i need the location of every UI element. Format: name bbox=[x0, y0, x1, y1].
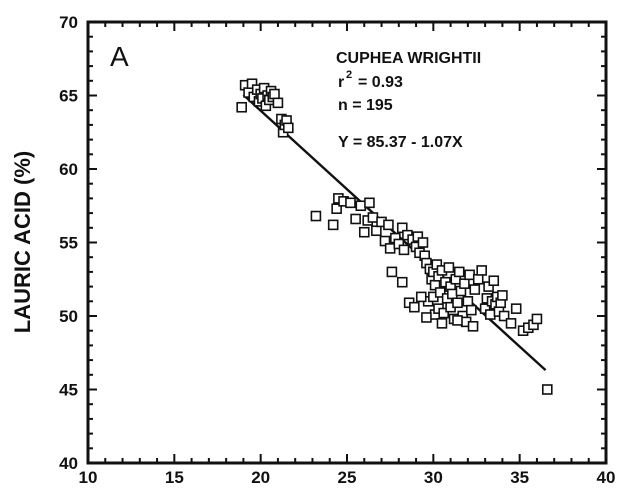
x-tick-label: 20 bbox=[251, 468, 270, 487]
data-point bbox=[447, 288, 458, 300]
x-tick-label: 15 bbox=[165, 468, 184, 487]
y-tick-label: 50 bbox=[59, 307, 78, 326]
data-point bbox=[367, 212, 379, 223]
data-point bbox=[310, 210, 322, 222]
x-tick-label: 25 bbox=[338, 468, 357, 487]
data-point bbox=[452, 315, 463, 326]
data-point bbox=[350, 213, 361, 225]
data-points bbox=[236, 78, 553, 395]
data-point bbox=[505, 318, 517, 329]
data-point bbox=[415, 291, 427, 303]
data-point bbox=[438, 307, 449, 319]
x-tick-labels: 10 15 20 25 30 35 40 bbox=[79, 468, 616, 487]
data-point bbox=[497, 290, 508, 301]
y-tick-label: 55 bbox=[59, 234, 78, 253]
data-point bbox=[383, 219, 394, 231]
data-point bbox=[384, 243, 396, 254]
species-label: CUPHEA WRIGHTII bbox=[336, 50, 481, 67]
data-point bbox=[269, 88, 280, 100]
data-point bbox=[498, 310, 510, 322]
data-point bbox=[510, 303, 522, 314]
data-point bbox=[236, 101, 247, 113]
data-point bbox=[358, 226, 370, 238]
data-point bbox=[409, 301, 420, 313]
y-tick-label: 40 bbox=[59, 454, 78, 473]
y-tick-label: 70 bbox=[59, 13, 78, 32]
data-point bbox=[467, 320, 479, 332]
r2-superscript: 2 bbox=[346, 69, 352, 81]
data-point bbox=[371, 225, 382, 237]
data-point bbox=[453, 266, 465, 278]
data-point bbox=[398, 244, 410, 256]
axis-ticks bbox=[87, 21, 607, 464]
n-label: n = 195 bbox=[338, 97, 393, 114]
r2-value: = 0.93 bbox=[358, 74, 403, 91]
y-axis-title: LAURIC ACID (%) bbox=[10, 151, 35, 334]
data-point bbox=[421, 312, 432, 323]
data-point bbox=[466, 304, 477, 316]
x-tick-label: 35 bbox=[510, 468, 529, 487]
data-point bbox=[472, 273, 484, 285]
data-point bbox=[541, 384, 553, 395]
y-tick-label: 45 bbox=[59, 381, 78, 400]
x-tick-label: 40 bbox=[597, 468, 616, 487]
data-point bbox=[464, 269, 475, 281]
data-point bbox=[282, 122, 294, 134]
data-point bbox=[485, 309, 496, 320]
y-tick-label: 60 bbox=[59, 160, 78, 179]
data-point bbox=[469, 284, 481, 295]
data-point bbox=[345, 197, 356, 209]
x-tick-label: 30 bbox=[424, 468, 443, 487]
data-point bbox=[476, 265, 487, 276]
x-tick-label: 10 bbox=[79, 468, 98, 487]
panel-label: A bbox=[110, 41, 129, 72]
data-point bbox=[272, 97, 284, 109]
data-point bbox=[355, 200, 367, 212]
data-point bbox=[364, 197, 375, 209]
data-point bbox=[462, 295, 474, 307]
data-point bbox=[452, 297, 463, 309]
data-point bbox=[531, 313, 543, 325]
r2-prefix: r bbox=[338, 74, 344, 91]
data-point bbox=[331, 203, 342, 214]
regression-equation: Y = 85.37 - 1.07X bbox=[338, 134, 463, 151]
y-tick-label: 65 bbox=[59, 87, 78, 106]
data-point bbox=[443, 262, 455, 273]
plot-frame bbox=[86, 20, 608, 465]
data-point bbox=[327, 219, 339, 231]
data-point bbox=[434, 287, 446, 298]
data-point bbox=[417, 237, 429, 248]
data-point bbox=[396, 276, 408, 288]
data-point bbox=[386, 266, 398, 278]
regression-line bbox=[242, 94, 547, 372]
y-tick-labels: 40 45 50 55 60 65 70 bbox=[59, 13, 78, 473]
data-point bbox=[459, 278, 470, 289]
data-point bbox=[436, 318, 448, 329]
data-point bbox=[488, 275, 500, 287]
